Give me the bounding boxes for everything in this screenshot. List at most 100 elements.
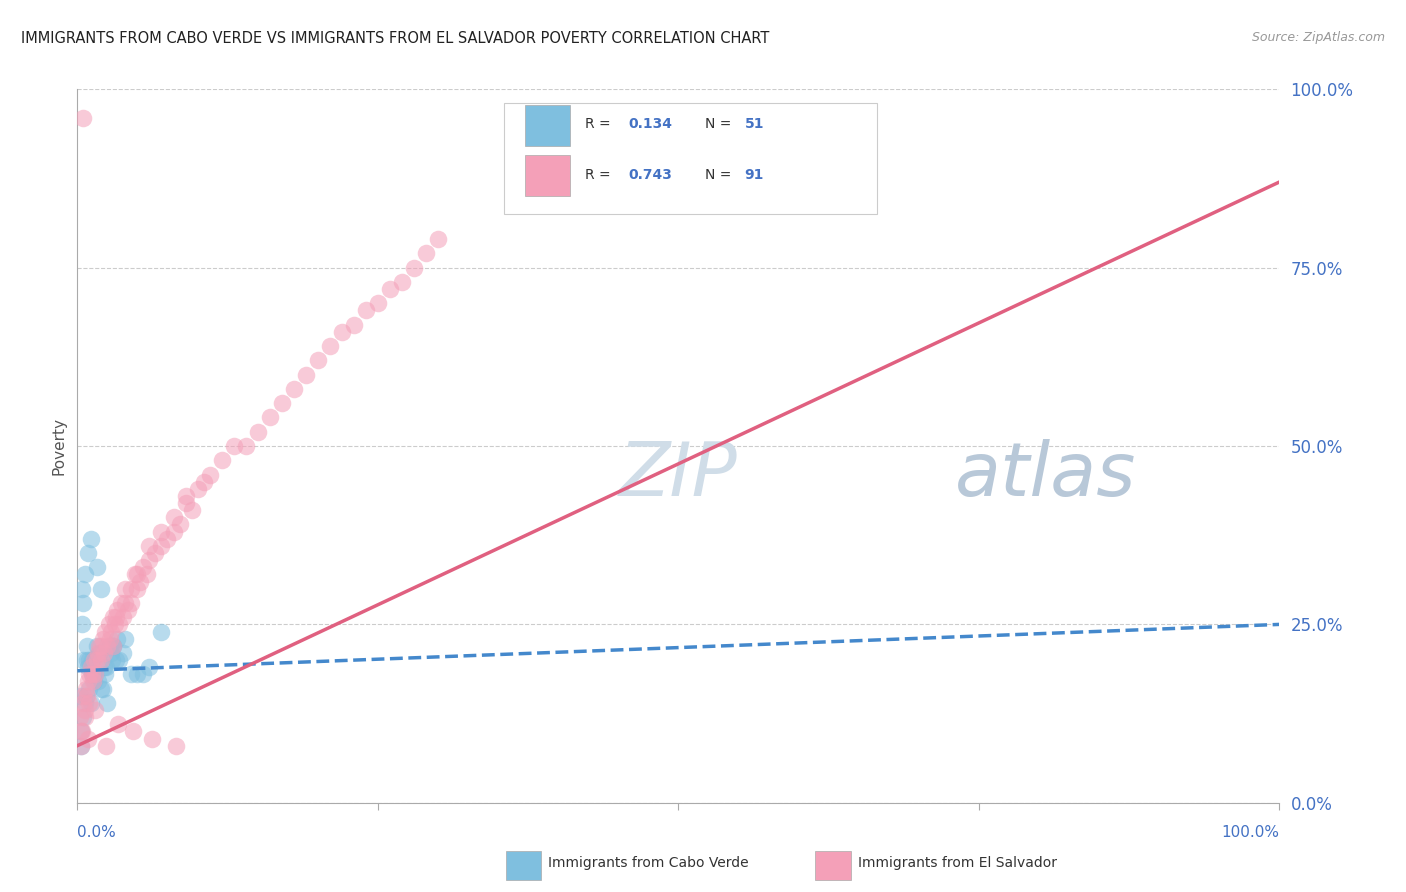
Point (75, 689, 97, 703)
Point (343, 318, 366, 332)
Point (367, 296, 389, 310)
Point (103, 639, 125, 653)
Point (138, 660, 160, 674)
Point (91, 681, 114, 696)
Point (174, 496, 197, 510)
Y-axis label: Poverty: Poverty (51, 417, 66, 475)
Text: R =: R = (585, 168, 614, 182)
Point (93, 646, 115, 660)
Point (98, 639, 121, 653)
Point (83, 653, 105, 667)
Point (76, 639, 98, 653)
Point (70, 582, 93, 596)
Point (79, 696, 101, 710)
Point (330, 325, 353, 339)
Text: Immigrants from Cabo Verde: Immigrants from Cabo Verde (548, 856, 749, 871)
Point (104, 653, 127, 667)
Point (94, 667, 117, 681)
Point (96, 639, 118, 653)
Text: R =: R = (585, 117, 614, 131)
Point (127, 582, 149, 596)
Point (75, 681, 97, 696)
Point (89, 646, 111, 660)
Point (138, 553, 160, 567)
Point (156, 532, 179, 546)
Point (82, 674, 104, 689)
Point (79, 532, 101, 546)
Point (79, 681, 101, 696)
Text: 100.0%: 100.0% (1222, 825, 1279, 840)
Point (283, 382, 305, 396)
Point (69, 710, 91, 724)
Point (100, 624, 122, 639)
Point (73, 696, 96, 710)
Point (174, 489, 197, 503)
Point (162, 524, 184, 539)
Point (77, 731, 100, 746)
Point (72, 596, 94, 610)
Point (70, 724, 93, 739)
Point (270, 396, 292, 410)
Point (136, 567, 159, 582)
Text: N =: N = (704, 168, 735, 182)
Point (150, 539, 173, 553)
Point (72, 710, 94, 724)
Point (70, 724, 93, 739)
Text: IMMIGRANTS FROM CABO VERDE VS IMMIGRANTS FROM EL SALVADOR POVERTY CORRELATION CH: IMMIGRANTS FROM CABO VERDE VS IMMIGRANTS… (21, 31, 769, 46)
Text: 91: 91 (745, 168, 763, 182)
FancyBboxPatch shape (505, 103, 877, 214)
Text: 0.743: 0.743 (628, 168, 672, 182)
Point (391, 275, 413, 289)
Point (79, 653, 101, 667)
Point (120, 667, 142, 681)
Point (246, 425, 269, 439)
Point (145, 546, 167, 560)
Point (72, 696, 94, 710)
Point (128, 574, 150, 589)
Point (86, 653, 108, 667)
Point (79, 667, 101, 681)
Text: 0.134: 0.134 (628, 117, 672, 131)
Text: 0.0%: 0.0% (77, 825, 117, 840)
Point (121, 724, 143, 739)
Point (90, 582, 112, 596)
Point (72, 689, 94, 703)
Point (127, 667, 149, 681)
Point (110, 596, 132, 610)
Point (120, 582, 142, 596)
Point (114, 632, 136, 646)
Point (108, 653, 131, 667)
Point (72, 111, 94, 125)
Text: 51: 51 (745, 117, 763, 131)
Point (73, 703, 96, 717)
Point (211, 453, 233, 467)
Point (104, 610, 127, 624)
Point (80, 667, 103, 681)
Bar (524, 155, 571, 196)
Point (96, 739, 118, 753)
Point (91, 632, 114, 646)
Point (76, 689, 98, 703)
Point (114, 582, 136, 596)
Point (77, 546, 100, 560)
Point (77, 660, 100, 674)
Point (70, 739, 93, 753)
Point (427, 232, 450, 246)
Text: Immigrants from El Salvador: Immigrants from El Salvador (858, 856, 1057, 871)
Point (132, 560, 155, 574)
Point (79, 696, 101, 710)
Point (222, 439, 245, 453)
Point (87, 646, 110, 660)
Point (111, 646, 134, 660)
Point (104, 617, 127, 632)
Point (124, 567, 146, 582)
Point (97, 617, 120, 632)
Point (84, 703, 107, 717)
Point (70, 617, 93, 632)
Point (103, 610, 125, 624)
Point (319, 339, 342, 353)
Point (120, 596, 142, 610)
Point (107, 717, 129, 731)
Point (72, 653, 94, 667)
Point (141, 731, 163, 746)
